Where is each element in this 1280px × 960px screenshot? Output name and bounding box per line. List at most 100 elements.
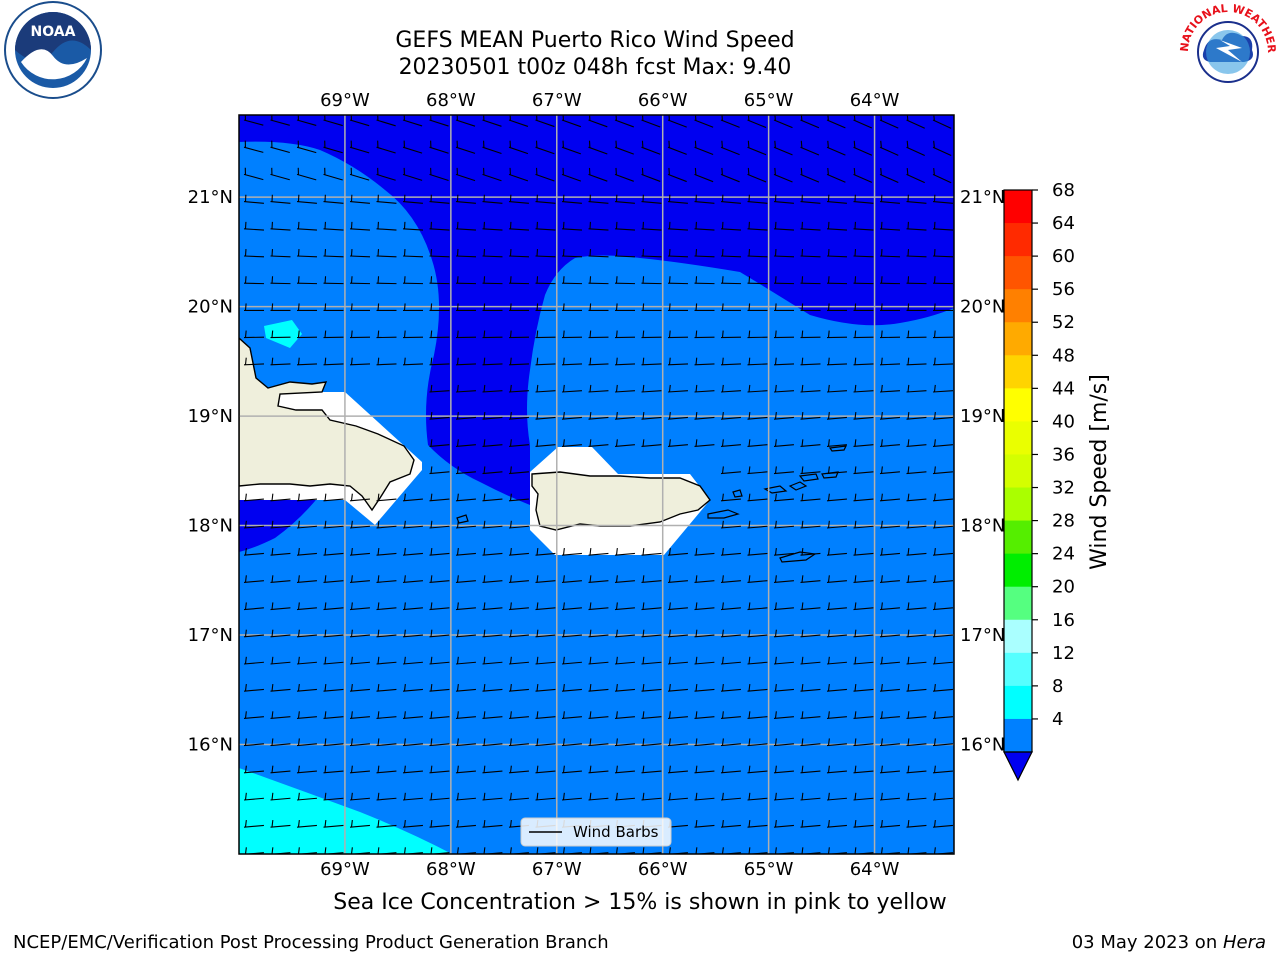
wind-barb: [932, 439, 953, 447]
nws-logo: NATIONAL WEATHER SERVICE: [1176, 0, 1278, 100]
wind-barb: [429, 711, 450, 719]
wind-barb: [243, 575, 264, 583]
wind-barb: [747, 357, 768, 366]
colorbar-segment-6: [1004, 388, 1032, 422]
colorbar-tick-label-12: 20: [1052, 577, 1075, 598]
wind-barb: [826, 330, 848, 339]
wind-barb: [535, 384, 556, 393]
lat-label-right-4: 17°N: [960, 625, 1005, 646]
wind-barb: [561, 194, 582, 204]
wind-barb: [667, 738, 688, 747]
wind-barb: [641, 167, 661, 182]
wind-barb: [482, 412, 503, 420]
wind-barb: [349, 194, 370, 204]
wind-barb: [800, 115, 820, 129]
wind-barb: [826, 221, 847, 231]
wind-barb: [853, 493, 874, 502]
wind-barb: [932, 738, 953, 747]
wind-barb: [614, 384, 635, 393]
wind-barb: [906, 711, 927, 719]
lat-label-left-2: 19°N: [188, 406, 233, 427]
wind-barb: [296, 303, 318, 311]
wind-barb: [773, 167, 793, 183]
wind-barb: [879, 466, 900, 475]
wind-barb: [349, 493, 370, 502]
lon-label-top-4: 65°W: [744, 90, 794, 111]
wind-barb: [800, 765, 821, 774]
wind-barb: [561, 221, 582, 231]
wind-barb: [826, 792, 847, 801]
wind-barb: [243, 357, 265, 366]
lat-label-right-0: 21°N: [960, 187, 1005, 208]
lon-label-bottom-5: 64°W: [850, 859, 900, 880]
wind-barb: [879, 548, 900, 556]
wind-barb: [349, 303, 371, 311]
noaa-logo-text: NOAA: [31, 24, 76, 40]
wind-barb: [296, 629, 317, 638]
wind-barb: [747, 249, 768, 258]
wind-barb: [429, 115, 449, 127]
wind-barb: [773, 115, 793, 129]
wind-barb: [402, 820, 423, 828]
wind-barb: [879, 115, 899, 129]
wind-barb: [508, 656, 529, 665]
wind-barb: [402, 276, 424, 285]
wind-barb: [561, 439, 582, 447]
wind-barb: [296, 221, 317, 231]
wind-barb: [296, 575, 317, 583]
wind-barb: [879, 330, 901, 339]
wind-barb: [402, 711, 423, 719]
wind-barb: [773, 249, 795, 258]
wind-barb: [535, 765, 556, 774]
wind-barb: [641, 548, 662, 556]
wind-barb: [455, 140, 476, 154]
wind-barb: [694, 820, 715, 828]
wind-barb: [323, 520, 344, 529]
wind-barb: [641, 249, 662, 258]
colorbar-segment-3: [1004, 289, 1032, 323]
wind-barb: [906, 602, 927, 611]
wind-barb: [561, 330, 583, 339]
wind-barb: [853, 330, 874, 339]
wind-barb: [376, 167, 396, 181]
wind-barb: [667, 412, 688, 420]
wind-barb: [773, 439, 794, 447]
wind-barb: [376, 276, 397, 285]
wind-barb: [323, 711, 344, 719]
wind-barb: [588, 711, 609, 719]
wind-barb: [508, 412, 529, 420]
wind-barb: [243, 194, 264, 204]
wind-barb: [323, 167, 343, 181]
wind-barb: [376, 493, 397, 502]
wind-barb: [853, 711, 874, 719]
land-hispaniola: [239, 337, 415, 512]
wind-barb: [376, 548, 397, 556]
wind-barb: [826, 115, 846, 129]
wind-barb: [455, 194, 476, 204]
wind-barb: [482, 820, 503, 828]
wind-barb: [641, 221, 662, 231]
speed-region-8-12-patch: [264, 320, 302, 348]
wind-barb: [906, 412, 927, 420]
colorbar-segment-0: [1004, 190, 1032, 224]
wind-barb: [296, 167, 317, 181]
wind-barb: [826, 684, 847, 692]
wind-barb: [826, 249, 848, 258]
wind-barb: [800, 466, 821, 475]
island-tortola: [798, 473, 819, 482]
wind-barb: [535, 221, 556, 231]
wind-barb: [747, 412, 768, 420]
island-vieques: [707, 509, 740, 519]
wind-barb: [296, 656, 317, 665]
wind-barb: [429, 656, 450, 665]
wind-barb: [641, 792, 662, 801]
wind-barb: [879, 303, 901, 311]
wind-barb: [667, 115, 687, 128]
wind-barb: [773, 493, 794, 502]
wind-barb: [826, 656, 847, 665]
wind-barb: [747, 820, 768, 828]
wind-barb: [455, 684, 476, 692]
wind-barb: [826, 711, 847, 719]
wind-barb: [243, 792, 264, 801]
wind-barb: [482, 221, 503, 231]
